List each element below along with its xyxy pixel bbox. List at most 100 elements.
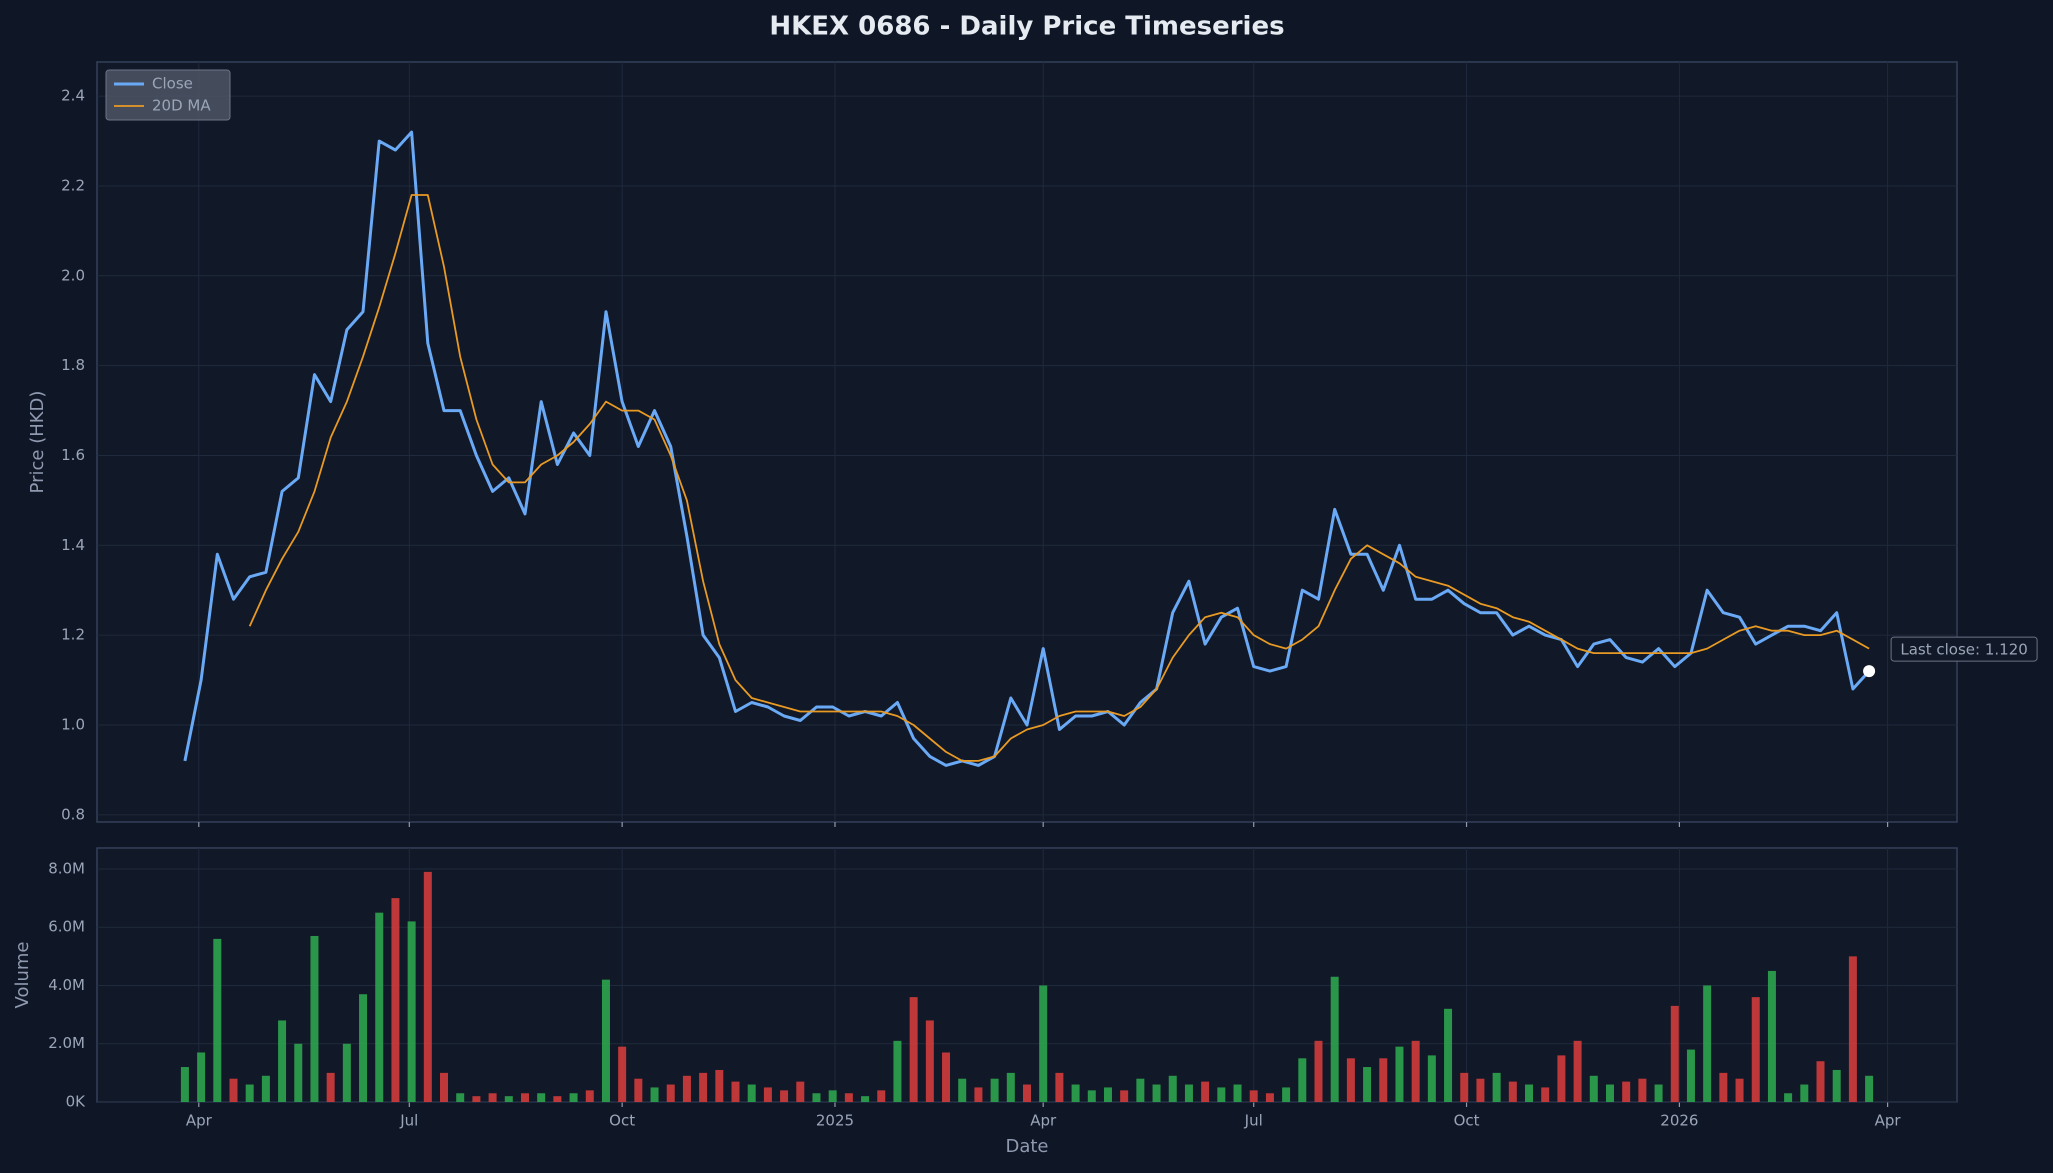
volume-bar [180,1067,189,1102]
volume-bar [537,1093,546,1102]
volume-bar [1703,985,1712,1102]
volume-bar [1265,1093,1274,1102]
volume-bar [1087,1090,1096,1102]
y-tick-label: 1.0 [61,715,85,733]
volume-bar [1330,976,1339,1102]
volume-bar [1525,1084,1534,1102]
volume-bar [1573,1040,1582,1102]
x-tick-label: Jul [1244,1112,1263,1130]
volume-bar [1233,1084,1242,1102]
volume-bar [601,979,610,1102]
volume-bar [488,1093,497,1102]
volume-bar [925,1020,934,1102]
volume-bar [375,912,384,1102]
volume-bar [1071,1084,1080,1102]
chart-title: HKEX 0686 - Daily Price Timeseries [769,12,1284,42]
volume-bar [261,1075,270,1102]
volume-bar [1184,1084,1193,1102]
volume-bar [1735,1078,1744,1102]
volume-bar [731,1081,740,1102]
y-tick-label: 2.0 [61,266,85,284]
volume-bar [1865,1075,1874,1102]
volume-bar [1541,1087,1550,1102]
volume-bar [1784,1093,1793,1102]
y-tick-label: 1.4 [61,536,85,554]
volume-bar [1557,1055,1566,1102]
volume-bar [780,1090,789,1102]
volume-bar [893,1040,902,1102]
volume-bar [1103,1087,1112,1102]
volume-bar [1444,1008,1453,1102]
x-tick-label: Oct [1454,1112,1480,1130]
volume-bar [407,921,416,1102]
volume-bar [861,1096,870,1102]
volume-bar [974,1087,983,1102]
volume-bar [1832,1069,1841,1102]
volume-bar [844,1093,853,1102]
volume-bar [1314,1040,1323,1102]
price-panel [96,61,1958,823]
volume-bar [682,1075,691,1102]
volume-bar [1751,997,1760,1102]
volume-bar [310,935,319,1102]
volume-bar [650,1087,659,1102]
volume-bar [747,1084,756,1102]
volume-bar [1719,1072,1728,1102]
volume-bar [958,1078,967,1102]
volume-bar [763,1087,772,1102]
volume-bar [1006,1072,1015,1102]
volume-bar [1395,1046,1404,1102]
volume-bar [1249,1090,1258,1102]
volume-bar [1848,956,1857,1102]
volume-bar [1427,1055,1436,1102]
x-tick-label: 2026 [1660,1112,1698,1130]
y-tick-label: 1.8 [61,356,85,374]
volume-bar [1686,1049,1695,1102]
volume-bar [520,1093,529,1102]
volume-bar [1638,1078,1647,1102]
volume-bar [1589,1075,1598,1102]
y-axis-label: Price (HKD) [27,391,48,494]
y-tick-label: 8.0M [48,859,85,877]
volume-bar [197,1052,206,1102]
volume-bar [942,1052,951,1102]
volume-bar [1282,1087,1291,1102]
x-tick-label: Apr [1030,1112,1057,1130]
volume-bar [1605,1084,1614,1102]
x-axis-label: Date [1005,1136,1048,1157]
y-tick-label: 4.0M [48,976,85,994]
annotation: Last close: 1.120 [1900,641,2027,659]
volume-bar [1023,1084,1031,1102]
volume-bar [1201,1081,1210,1102]
volume-bar [1298,1058,1307,1102]
volume-bar [1363,1067,1372,1102]
volume-bar [990,1078,999,1102]
volume-bar [440,1072,449,1102]
volume-bar [326,1072,335,1102]
volume-bar [618,1046,627,1102]
legend-label: Close [152,75,193,93]
line-series [248,194,1870,762]
volume-bar [1508,1081,1517,1102]
volume-bar [504,1096,513,1102]
volume-bar [423,871,432,1102]
volume-bar [278,1020,287,1102]
volume-bar [1411,1040,1420,1102]
volume-bar [1055,1072,1064,1102]
volume-bar [229,1078,238,1102]
y-tick-label: 2.4 [61,87,85,105]
y-tick-label: 1.6 [61,446,85,464]
volume-bar [1492,1072,1501,1102]
volume-bar [294,1043,303,1102]
y-axis-label: Volume [12,942,33,1009]
y-tick-label: 1.2 [61,626,85,644]
x-tick-label: Jul [399,1112,418,1130]
y-tick-label: 6.0M [48,918,85,936]
volume-bar [1670,1005,1679,1102]
volume-bar [1152,1084,1161,1102]
y-tick-label: 2.0M [48,1034,85,1052]
volume-bar [456,1093,465,1102]
last-point [1863,665,1876,678]
volume-bar [1379,1058,1388,1102]
